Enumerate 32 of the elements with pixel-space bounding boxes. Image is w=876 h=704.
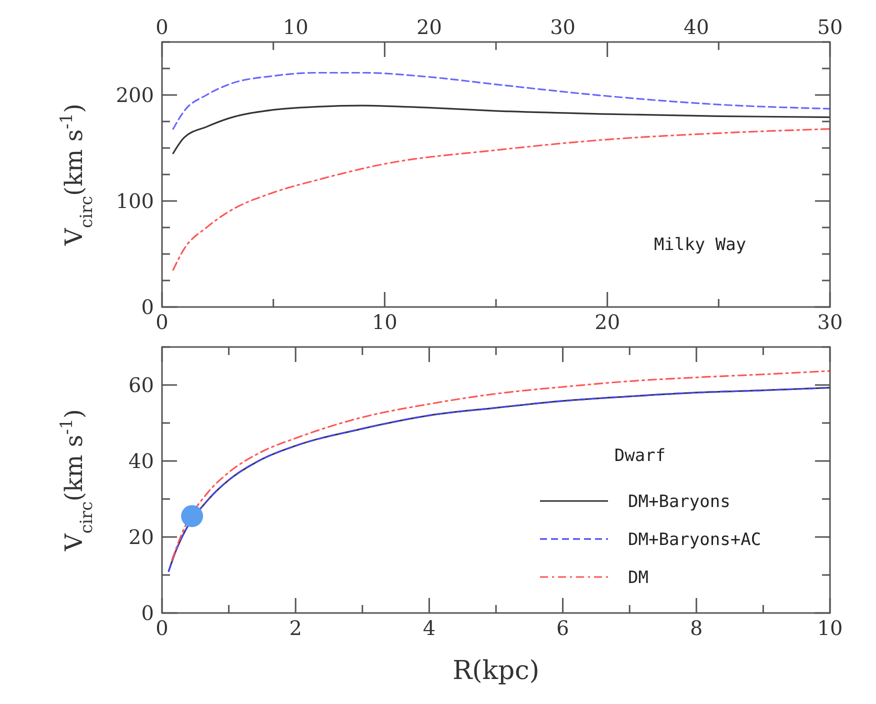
line-series — [172, 104, 830, 154]
x-tick-label: 10 — [817, 616, 843, 640]
x2-tick-label: 50 — [817, 15, 843, 39]
x-tick-label: 6 — [556, 616, 570, 640]
annotation: Dwarf — [614, 446, 666, 466]
y-tick-label: 60 — [128, 373, 154, 397]
line-series — [172, 72, 830, 130]
x2-tick-label: 20 — [416, 15, 442, 39]
x2-tick-label: 10 — [282, 15, 308, 39]
legend-label: DM+Baryons — [628, 492, 730, 512]
x2-tick-label: 0 — [156, 15, 168, 39]
line-series — [172, 128, 830, 271]
x-tick-label: 20 — [594, 310, 620, 334]
x-tick-label: 10 — [372, 310, 398, 334]
x2-tick-label: 30 — [550, 15, 576, 39]
y-tick-label: 0 — [141, 601, 154, 625]
x-axis-title: R(kpc) — [452, 656, 540, 686]
x-tick-label: 4 — [422, 616, 436, 640]
annotation: Milky Way — [654, 235, 746, 255]
legend-label: DM+Baryons+AC — [628, 530, 762, 550]
y-tick-label: 40 — [128, 449, 154, 473]
x-tick-label: 2 — [289, 616, 302, 640]
y-tick-label: 0 — [141, 295, 154, 319]
x-tick-label: 0 — [156, 310, 168, 334]
legend-label: DM — [628, 568, 648, 588]
y-tick-label: 100 — [116, 189, 154, 213]
x-tick-label: 30 — [817, 310, 843, 334]
x-tick-label: 0 — [156, 616, 168, 640]
y-tick-label: 200 — [116, 83, 154, 107]
x2-tick-label: 40 — [684, 15, 710, 39]
x-tick-label: 8 — [690, 616, 703, 640]
y-tick-label: 20 — [128, 525, 154, 549]
